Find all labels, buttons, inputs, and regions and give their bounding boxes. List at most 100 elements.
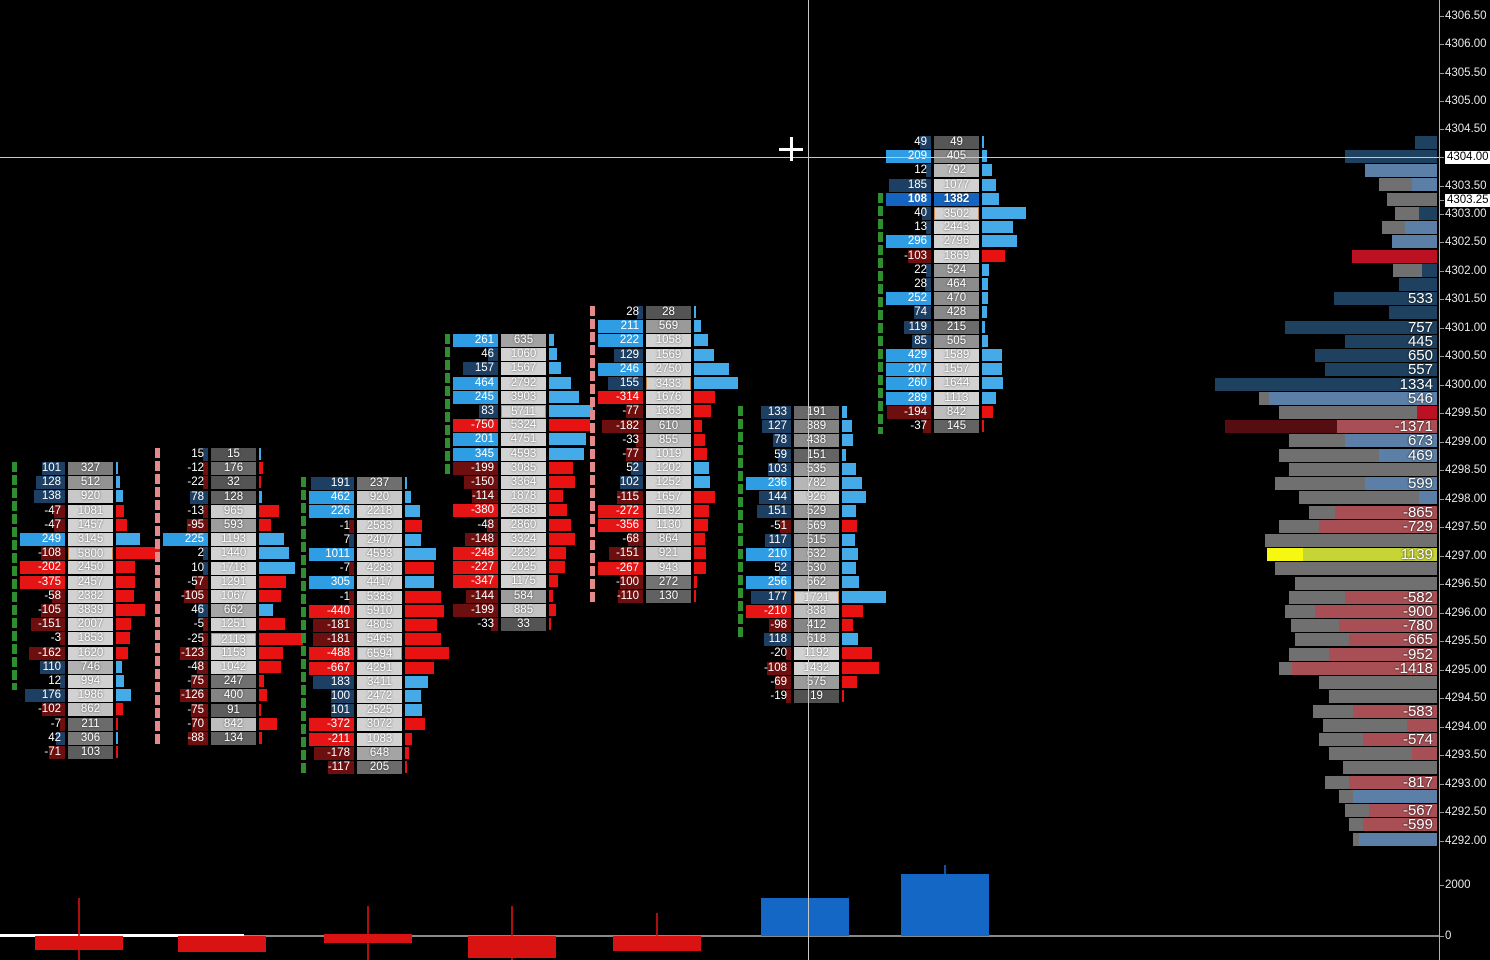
delta-mini-bar — [786, 647, 791, 660]
price-axis-tick — [1440, 613, 1444, 614]
volume-axis-label: 0 — [1445, 930, 1452, 942]
footprint-histogram-bar — [116, 632, 130, 644]
profile-delta-label: 557 — [1407, 361, 1433, 378]
footprint-volume-cell: 1657 — [646, 491, 691, 504]
footprint-volume-cell: 2583 — [357, 520, 402, 533]
footprint-volume-cell: 4805 — [357, 619, 402, 632]
profile-delta-label: 757 — [1407, 319, 1433, 336]
profile-volume-bar — [1329, 690, 1437, 703]
footprint-volume-cell: 635 — [501, 334, 546, 347]
delta-mini-bar — [203, 505, 208, 518]
footprint-delta-cell: -98 — [746, 619, 791, 632]
footprint-histogram-bar — [259, 505, 279, 517]
price-axis-label: 4294.50 — [1445, 692, 1487, 704]
footprint-volume-cell: 5711 — [501, 405, 546, 418]
profile-delta-bar — [1315, 605, 1437, 618]
footprint-histogram-bar — [694, 448, 707, 460]
footprint-histogram-bar — [549, 391, 579, 403]
footprint-volume-cell: 2796 — [934, 235, 979, 248]
footprint-volume-cell: 1676 — [646, 391, 691, 404]
profile-delta-label: -900 — [1402, 603, 1433, 620]
footprint-delta-cell: 211 — [598, 320, 643, 333]
value-area-strip-green — [738, 406, 743, 640]
footprint-delta-cell: -202 — [20, 561, 65, 574]
footprint-delta-cell: -1 — [309, 591, 354, 604]
footprint-volume-cell: 1083 — [357, 733, 402, 746]
delta-mini-bar — [923, 420, 931, 433]
footprint-volume-cell: 2007 — [68, 618, 113, 631]
footprint-volume-cell: 428 — [934, 306, 979, 319]
profile-delta-bar — [1389, 306, 1437, 319]
delta-mini-bar — [491, 618, 498, 631]
footprint-delta-cell: -440 — [309, 605, 354, 618]
profile-delta-label: 1139 — [1400, 546, 1433, 563]
profile-delta-bar — [1267, 548, 1437, 561]
footprint-histogram-bar — [982, 292, 988, 304]
footprint-volume-cell: 1251 — [211, 618, 256, 631]
footprint-delta-cell: 176 — [20, 689, 65, 702]
footprint-delta-cell: -115 — [598, 491, 643, 504]
profile-delta-bar — [1349, 776, 1437, 789]
footprint-volume-cell: 3072 — [357, 718, 402, 731]
histogram-bar-down — [324, 934, 412, 943]
footprint-delta-cell: 52 — [598, 462, 643, 475]
footprint-histogram-bar — [842, 406, 847, 418]
footprint-volume-cell: 2792 — [501, 377, 546, 390]
footprint-volume-cell: 515 — [794, 534, 839, 547]
footprint-delta-cell: 305 — [309, 576, 354, 589]
footprint-histogram-bar — [116, 689, 131, 701]
footprint-volume-cell: 5910 — [357, 605, 402, 618]
footprint-volume-cell: 512 — [68, 476, 113, 489]
footprint-histogram-bar — [694, 590, 696, 602]
footprint-volume-cell: 470 — [934, 292, 979, 305]
price-axis-tick — [1440, 442, 1444, 443]
price-axis-label: 4295.50 — [1445, 635, 1487, 647]
value-area-strip-green — [445, 334, 450, 476]
footprint-volume-cell: 2860 — [501, 519, 546, 532]
footprint-histogram-bar — [549, 604, 556, 616]
footprint-delta-cell: -51 — [746, 520, 791, 533]
footprint-histogram-bar — [982, 179, 996, 191]
delta-mini-bar — [925, 278, 931, 291]
histogram-wick — [78, 898, 80, 960]
footprint-volume-cell: 838 — [794, 605, 839, 618]
footprint-delta-cell: -314 — [598, 391, 643, 404]
footprint-histogram-bar — [842, 505, 856, 517]
profile-volume-bar — [1387, 193, 1437, 206]
footprint-volume-cell: 32 — [211, 476, 256, 489]
footprint-histogram-bar — [549, 433, 586, 445]
footprint-histogram-bar — [694, 377, 738, 389]
footprint-histogram-bar — [982, 406, 993, 418]
footprint-histogram-bar — [842, 605, 863, 617]
footprint-histogram-bar — [982, 235, 1017, 247]
price-axis-tick — [1440, 271, 1444, 272]
footprint-delta-cell: -102 — [20, 703, 65, 716]
profile-delta-bar — [1335, 506, 1437, 519]
footprint-delta-cell: 78 — [163, 491, 208, 504]
profile-delta-bar — [1419, 491, 1437, 504]
delta-mini-bar — [60, 632, 65, 645]
footprint-volume-cell: 618 — [794, 633, 839, 646]
footprint-delta-cell: 52 — [746, 562, 791, 575]
footprint-volume-cell: 1067 — [211, 590, 256, 603]
price-axis-tick — [1440, 385, 1444, 386]
price-axis-label: 4294.00 — [1445, 721, 1487, 733]
footprint-volume-cell: 211 — [68, 718, 113, 731]
footprint-volume-cell: 994 — [68, 675, 113, 688]
footprint-histogram-bar — [405, 704, 422, 716]
price-axis-label: 4305.00 — [1445, 95, 1487, 107]
footprint-delta-cell: 7 — [309, 534, 354, 547]
footprint-delta-cell: 2 — [163, 547, 208, 560]
footprint-delta-cell: -105 — [163, 590, 208, 603]
footprint-histogram-bar — [259, 732, 262, 744]
profile-delta-label: -817 — [1402, 774, 1433, 791]
footprint-histogram-bar — [549, 490, 563, 502]
footprint-delta-cell: -57 — [163, 576, 208, 589]
histogram-wick — [367, 906, 369, 960]
profile-delta-bar — [1334, 292, 1437, 305]
price-axis-label: 4293.00 — [1445, 778, 1487, 790]
footprint-delta-cell: -48 — [163, 661, 208, 674]
